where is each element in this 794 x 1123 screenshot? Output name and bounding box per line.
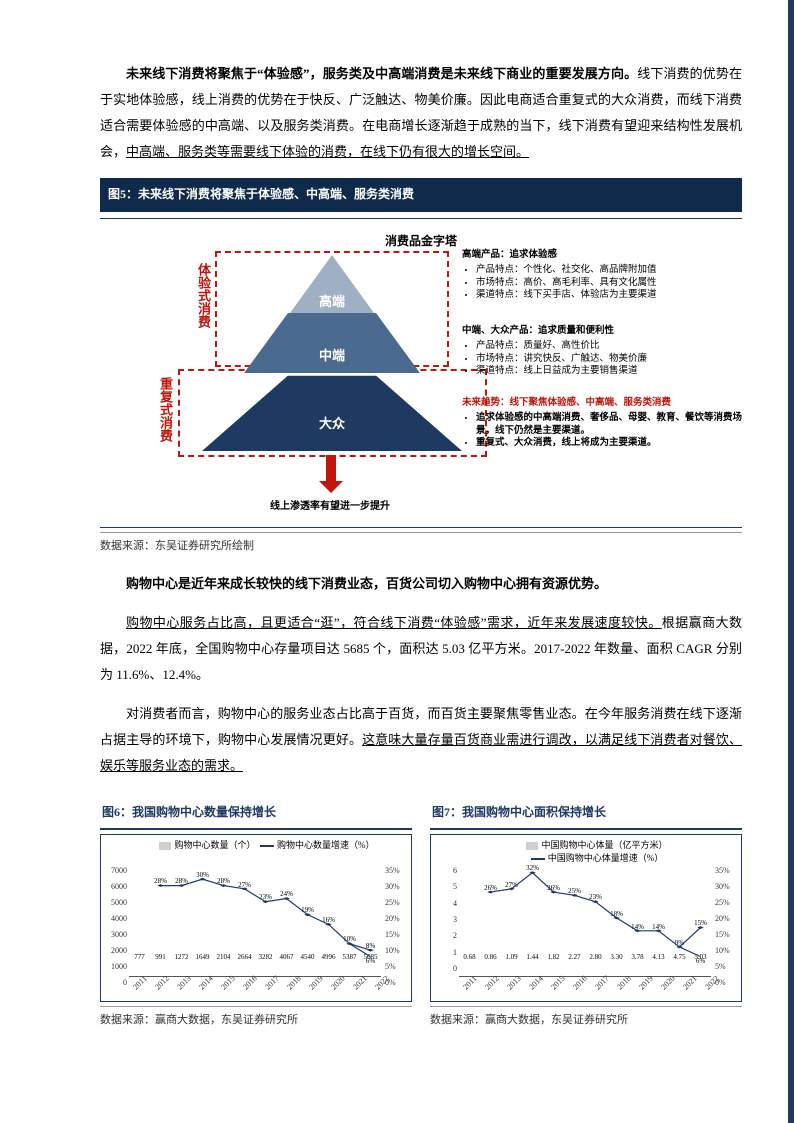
figure5-source: 数据来源：东吴证券研究所绘制 <box>100 532 742 557</box>
intro-bold: 未来线下消费将聚焦于“体验感”，服务类及中高端消费是未来线下商业的重要发展方向。 <box>126 66 637 81</box>
figure5-title: 图5：未来线下消费将聚焦于体验感、中高端、服务类消费 <box>100 178 742 212</box>
figure7-title: 图7：我国购物中心面积保持增长 <box>430 798 742 830</box>
figure7: 图7：我国购物中心面积保持增长 中国购物中心体量（亿平方米）中国购物中心体量增速… <box>430 792 742 1031</box>
arrow-down-icon <box>326 455 336 481</box>
figure5-body: 消费品金字塔 体验式消费 重复式消费 高端 中端 大众 线上渗透率有望进一步提升… <box>100 218 742 528</box>
figure6: 图6：我国购物中心数量保持增长 购物中心数量（个） 购物中心数量增速（%） 70… <box>100 792 412 1031</box>
p2a-u: 购物中心服务占比高，且更适合“逛”，符合线下消费“体验感”需求，近年来发展速度较… <box>126 615 662 630</box>
bullets-trend: 未来趋势：线下聚焦体验感、中高端、服务类消费 追求体验感的中高端消费、奢侈品、母… <box>462 397 752 450</box>
figure6-source: 数据来源：赢商大数据，东吴证券研究所 <box>100 1006 412 1031</box>
intro-underline: 中高端、服务类等需要线下体验的消费，在线下仍有很大的增长空间。 <box>126 144 529 159</box>
figure7-source: 数据来源：赢商大数据，东吴证券研究所 <box>430 1006 742 1031</box>
pyramid: 高端 中端 大众 <box>222 255 442 451</box>
pyr-foot: 线上渗透率有望进一步提升 <box>220 497 440 517</box>
sub-heading: 购物中心是近年来成长较快的线下消费业态，百货公司切入购物中心拥有资源优势。 <box>100 571 742 597</box>
side-label-top: 体验式消费 <box>196 263 210 328</box>
bullets-mid: 中端、大众产品：追求质量和便利性 产品特点：质量好、高性价比市场特点：讲究快反、… <box>462 325 752 378</box>
figure7-chart: 中国购物中心体量（亿平方米）中国购物中心体量增速（%） 654321035%30… <box>430 834 742 1002</box>
side-label-bottom: 重复式消费 <box>158 377 172 442</box>
figure6-title: 图6：我国购物中心数量保持增长 <box>100 798 412 830</box>
figure6-chart: 购物中心数量（个） 购物中心数量增速（%） 700060005000400030… <box>100 834 412 1002</box>
bullets-high: 高端产品：追求体验感 产品特点：个性化、社交化、高品牌附加值市场特点：高价、高毛… <box>462 249 752 302</box>
